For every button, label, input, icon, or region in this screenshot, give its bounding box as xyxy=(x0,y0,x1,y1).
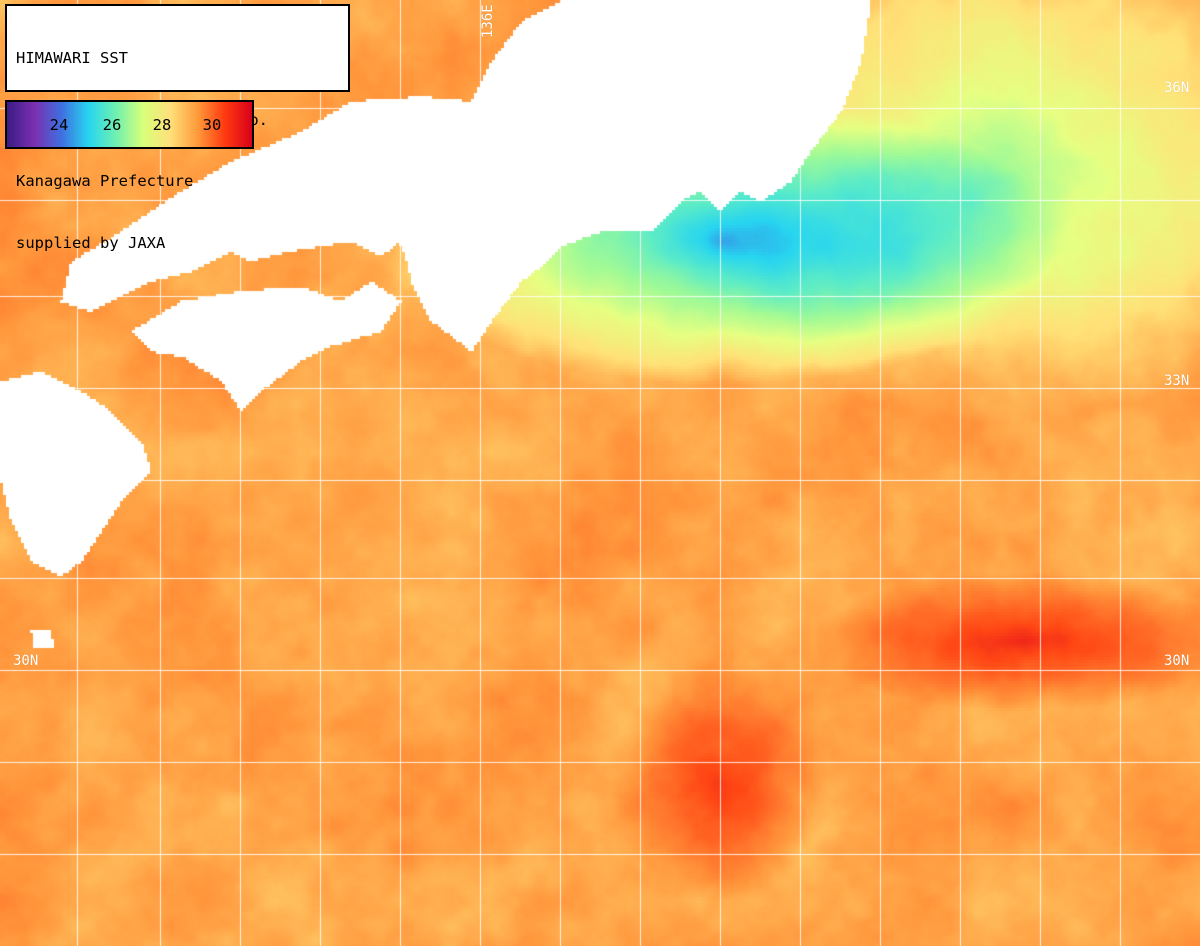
colorbar-gradient xyxy=(7,102,252,147)
colorbar-tick-30: 30 xyxy=(202,116,222,134)
lat-label-36n: 36N xyxy=(1164,80,1190,96)
info-title: HIMAWARI SST xyxy=(16,49,128,67)
lat-label-33n: 33N xyxy=(1164,373,1190,389)
lat-label-30n-left: 30N xyxy=(13,653,39,669)
lat-label-30n-right: 30N xyxy=(1164,653,1190,669)
map-info-box: HIMAWARI SST 2025/08/20 05(UTC) 3H Comp.… xyxy=(5,4,350,252)
temperature-colorbar: 24 26 28 30 xyxy=(5,100,254,149)
lon-label-136e: 136E xyxy=(480,4,496,38)
info-prefecture: Kanagawa Prefecture xyxy=(16,172,194,190)
info-source: supplied by JAXA xyxy=(16,233,166,252)
colorbar-tick-26: 26 xyxy=(102,116,122,134)
colorbar-tick-28: 28 xyxy=(152,116,172,134)
colorbar-tick-24: 24 xyxy=(49,116,69,134)
